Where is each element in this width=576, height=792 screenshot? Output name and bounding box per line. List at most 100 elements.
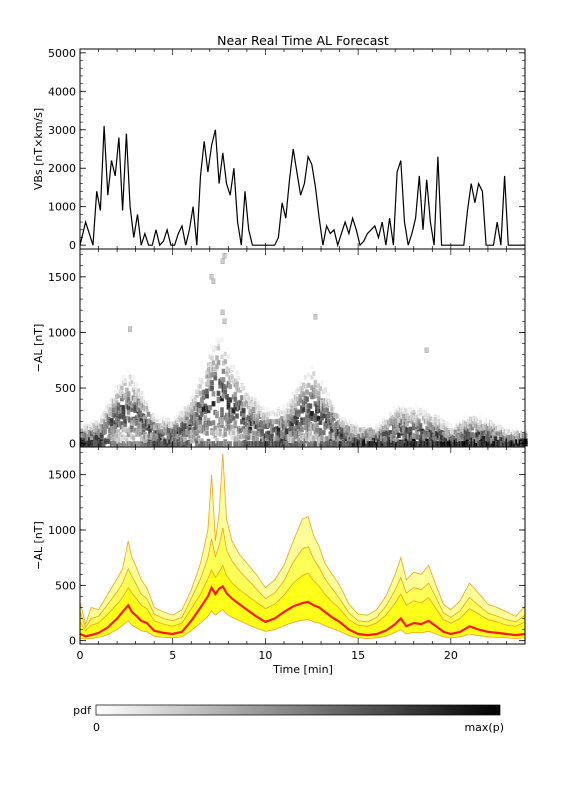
pdf-cell [383,418,388,425]
pdf-cell [109,417,114,424]
pdf-cell [238,427,243,434]
pdf-cell [238,434,243,440]
colorbar-max-label: max(p) [464,721,504,734]
pdf-cell [396,432,401,438]
pdf-cell [313,379,318,386]
pdf-cell [233,441,238,447]
pdf-cell [211,401,216,407]
pdf-cell [340,403,344,409]
pdf-outlier-cell [127,326,132,332]
pdf-cell [298,397,303,404]
pdf-cell [219,337,224,343]
pdf-cell [239,395,244,401]
pdf-cell [214,331,219,337]
bottom-panel: 0 500 1000 1500 0 5 10 15 20 −AL [nT] [32,446,526,662]
pdf-cell [249,386,254,392]
pdf-cell [223,431,228,437]
pdf-cell [204,388,209,394]
pdf-cell [403,395,408,401]
pdf-cell [330,394,334,400]
lower-band-line [79,609,526,640]
pdf-cell [435,400,440,406]
pdf-cell [103,428,108,435]
pdf-cell [295,420,299,426]
pdf-cell [278,397,283,403]
pdf-cell [326,391,331,398]
pdf-cell [413,402,418,408]
pdf-cell [350,418,354,424]
pdf-cell [216,360,221,366]
pdf-cell [216,390,221,397]
pdf-cell [226,353,231,360]
pdf-cell [293,402,298,408]
y-tick-label: 500 [55,382,76,395]
pdf-cell [138,374,143,381]
pdf-cell [119,385,124,391]
pdf-cell [223,351,228,357]
pdf-cell [318,385,323,392]
pdf-cell [221,329,226,335]
pdf-cell [198,383,203,389]
pdf-cell [219,407,224,413]
pdf-cell [330,406,334,412]
pdf-cell [415,434,420,440]
pdf-cell [523,438,528,444]
pdf-cell [485,409,490,415]
pdf-cell [206,338,211,344]
pdf-cell [306,372,311,378]
pdf-cell [303,425,308,431]
pdf-cell [109,388,114,394]
y-tick-label: 1000 [48,326,76,339]
pdf-cell [224,339,229,346]
pdf-cell [223,358,228,365]
pdf-cell [251,406,256,413]
pdf-cell [411,387,416,393]
pdf-cell [126,391,131,397]
pdf-cell [445,415,450,421]
pdf-cell [246,435,251,441]
pdf-cell [383,436,388,442]
pdf-cell [256,405,261,411]
pdf-outlier-cell [313,314,318,320]
pdf-outlier-cell [209,274,214,280]
pdf-cell [288,431,293,437]
pdf-cell [216,338,221,344]
pdf-cell [128,374,133,380]
pdf-cell [448,422,453,428]
y-tick-label: 1500 [48,469,76,482]
pdf-cell [333,400,338,406]
pdf-cell [218,302,223,309]
pdf-cell [213,375,218,381]
pdf-cell [153,407,158,414]
pdf-cell [305,396,309,402]
y-tick-label: 1000 [48,201,76,214]
pdf-cell [134,364,139,370]
pdf-cell [236,362,241,369]
pdf-cell [413,393,418,399]
pdf-cell [183,399,188,406]
pdf-cell [395,398,400,404]
pdf-cell [234,413,239,419]
pdf-cell [320,380,324,386]
y-tick-label: 0 [69,635,76,648]
pdf-cell [300,426,304,433]
pdf-cell [478,414,483,420]
pdf-cell [231,341,236,347]
pdf-cell [239,359,244,365]
y-tick-label: 1500 [48,271,76,284]
pdf-cell [254,435,259,442]
pdf-cell [238,400,243,406]
pdf-cell [233,436,238,442]
x-axis-title: Time [min] [272,663,333,676]
pdf-cell [209,355,214,361]
pdf-cell [418,423,423,429]
pdf-cell [116,364,121,370]
pdf-cell [84,415,89,421]
pdf-cell [358,427,363,433]
pdf-cell [111,381,116,388]
y-tick-label: 3000 [48,124,76,137]
pdf-cell [361,421,366,427]
pdf-cell [99,418,104,424]
pdf-cell [336,404,341,410]
pdf-cell [133,405,138,412]
